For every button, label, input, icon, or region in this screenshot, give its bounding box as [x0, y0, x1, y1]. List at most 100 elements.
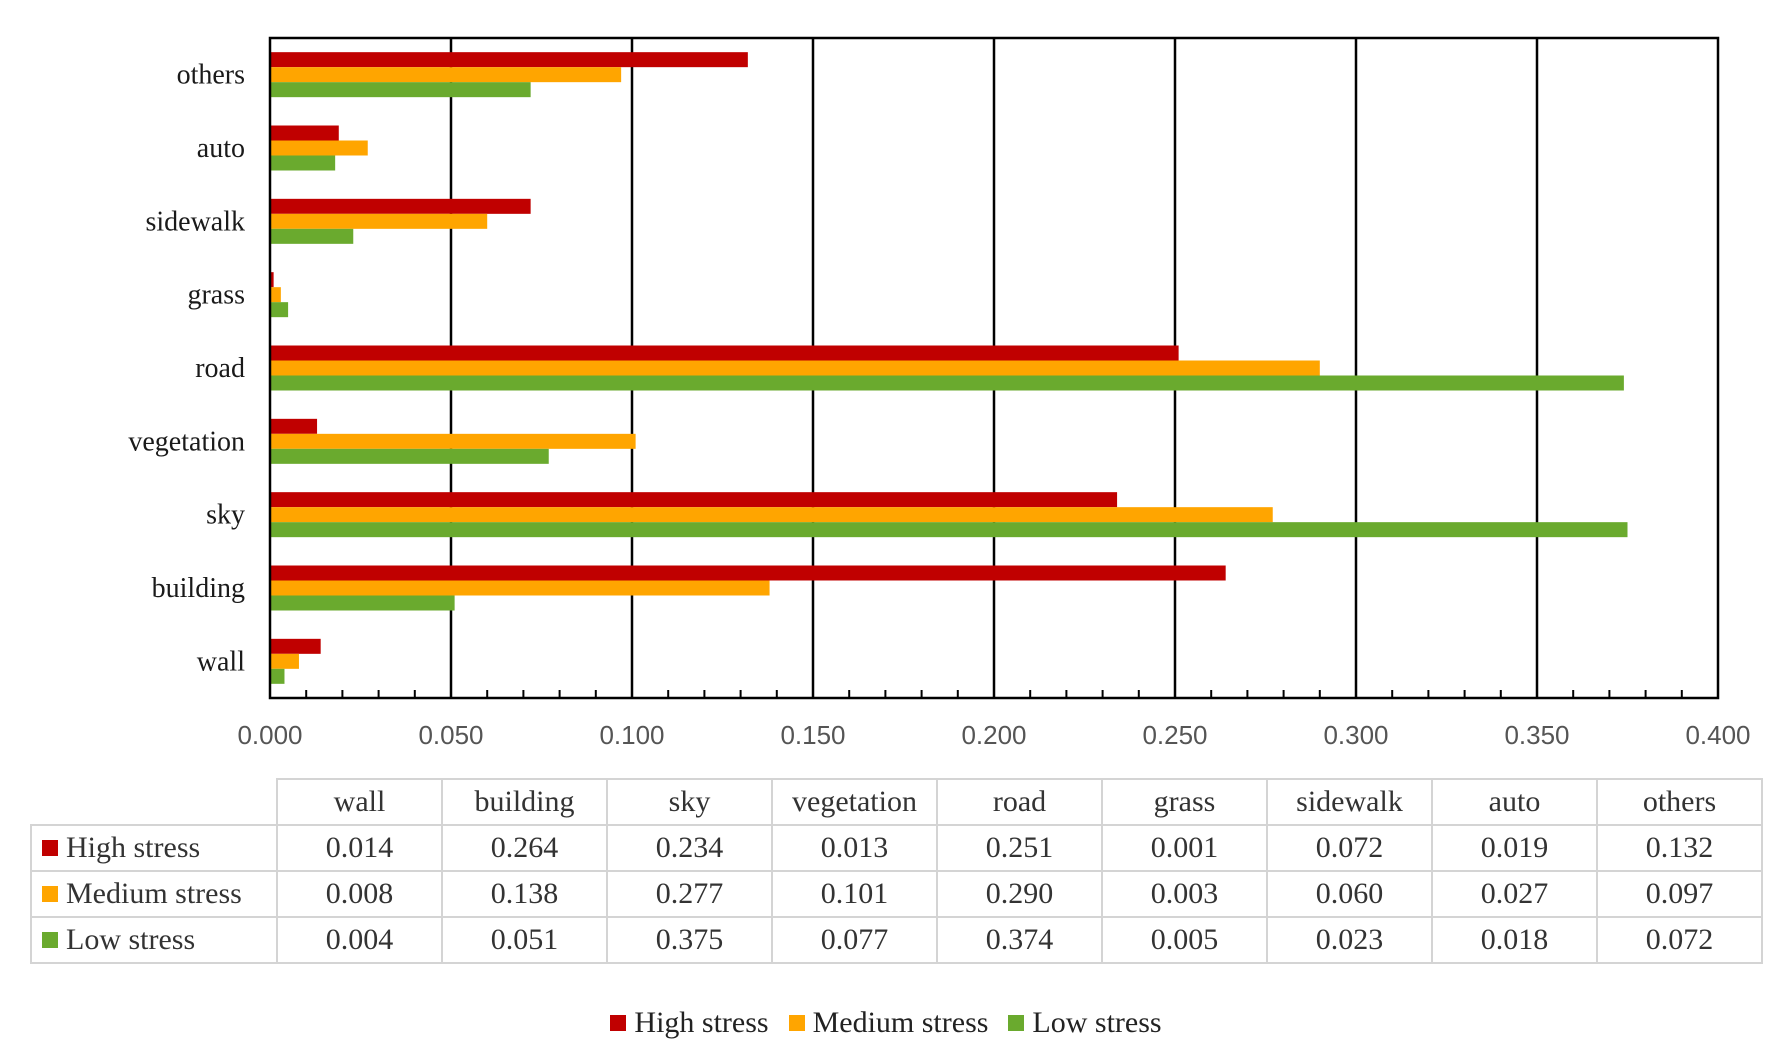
table-column-header: vegetation [771, 778, 938, 826]
series-name: High stress [66, 831, 201, 864]
table-cell: 0.132 [1596, 824, 1763, 872]
bar [270, 668, 285, 684]
table-cell: 0.101 [771, 870, 938, 918]
table-row: Medium stress 0.008 0.138 0.277 0.101 0.290 0.… [30, 870, 1763, 918]
x-tick-label: 0.200 [961, 720, 1026, 750]
table-column-header: road [936, 778, 1103, 826]
table-cell: 0.264 [441, 824, 608, 872]
bar [270, 565, 1226, 581]
table-series-label: Low stress [30, 916, 278, 964]
table-cell: 0.072 [1266, 824, 1433, 872]
bar [270, 155, 336, 171]
bar [270, 580, 770, 596]
series-name: Low stress [66, 923, 196, 956]
table-cell: 0.251 [936, 824, 1103, 872]
legend-label: Low stress [1032, 1006, 1162, 1039]
table-cell: 0.072 [1596, 916, 1763, 964]
table-cell: 0.077 [771, 916, 938, 964]
table-body: High stress 0.014 0.264 0.234 0.013 0.251 0.00… [30, 824, 1763, 964]
table-cell: 0.005 [1101, 916, 1268, 964]
bar [270, 82, 531, 98]
table-column-header: building [441, 778, 608, 826]
table-series-label: Medium stress [30, 870, 278, 918]
bar-series [270, 52, 1628, 684]
data-table: wall building sky vegetation road grass sidewa… [30, 778, 1763, 964]
table-header-row: wall building sky vegetation road grass sidewa… [31, 778, 1763, 826]
table-cell: 0.138 [441, 870, 608, 918]
category-label: vegetation [128, 426, 245, 457]
series-swatch [42, 932, 58, 949]
bar [270, 302, 289, 318]
legend-item: Medium stress [788, 1006, 989, 1040]
table-column-header: sky [606, 778, 773, 826]
legend-label: Medium stress [812, 1006, 989, 1039]
category-label: others [177, 60, 245, 91]
x-tick-label: 0.300 [1323, 720, 1388, 750]
bar-chart: wall building sky vegetation road grass sidewa… [128, 36, 1751, 750]
bar [270, 448, 549, 464]
bar [270, 228, 354, 244]
bar [270, 492, 1118, 508]
category-label: road [195, 353, 245, 384]
table-cell: 0.290 [936, 870, 1103, 918]
legend-swatch [1008, 1015, 1025, 1032]
bar [270, 287, 281, 303]
table-row: High stress 0.014 0.264 0.234 0.013 0.251 0.00… [30, 824, 1763, 872]
x-tick-label: 0.250 [1142, 720, 1207, 750]
plot-frame [268, 36, 1720, 700]
x-tick-label: 0.350 [1504, 720, 1569, 750]
category-label: building [152, 573, 245, 604]
bar [270, 345, 1179, 361]
bar [270, 638, 321, 654]
table-series-label: High stress [30, 824, 278, 872]
table-column-header: wall [276, 778, 443, 826]
bar [270, 360, 1320, 376]
x-tick-labels: 0.000 0.050 0.100 0.150 0.200 0.250 0.300 0.350… [237, 720, 1750, 750]
legend-item: High stress [610, 1006, 769, 1040]
table-cell: 0.060 [1266, 870, 1433, 918]
table-cell: 0.051 [441, 916, 608, 964]
bar [270, 140, 368, 156]
legend-swatch [610, 1015, 627, 1032]
table-corner [31, 779, 278, 826]
table-cell: 0.018 [1431, 916, 1598, 964]
bar [270, 433, 636, 449]
table-cell: 0.014 [276, 824, 443, 872]
category-label: auto [197, 133, 245, 164]
x-tick-label: 0.100 [599, 720, 664, 750]
x-tick-label: 0.050 [418, 720, 483, 750]
table-cell: 0.374 [936, 916, 1103, 964]
legend-swatch [788, 1015, 805, 1032]
bar [270, 522, 1628, 538]
category-label: grass [187, 280, 245, 311]
table-cell: 0.375 [606, 916, 773, 964]
bar [270, 198, 531, 214]
plot-border [268, 36, 1720, 700]
category-label: sidewalk [145, 206, 245, 237]
bar [270, 213, 488, 229]
table-cell: 0.001 [1101, 824, 1268, 872]
table-cell: 0.023 [1266, 916, 1433, 964]
legend: High stress Medium stress Low stress [0, 1006, 1772, 1040]
series-swatch [42, 886, 58, 903]
category-label: sky [206, 500, 245, 531]
legend-item: Low stress [1008, 1006, 1162, 1040]
table-cell: 0.234 [606, 824, 773, 872]
table-cell: 0.013 [771, 824, 938, 872]
bar [270, 52, 748, 68]
x-tick-label: 0.150 [780, 720, 845, 750]
table-cell: 0.019 [1431, 824, 1598, 872]
table-column-header: grass [1101, 778, 1268, 826]
bar [270, 507, 1273, 523]
bar [270, 272, 274, 288]
series-swatch [42, 840, 58, 857]
category-label: wall [197, 646, 245, 677]
table-cell: 0.027 [1431, 870, 1598, 918]
table-cell: 0.004 [276, 916, 443, 964]
x-tick-label: 0.400 [1685, 720, 1750, 750]
bar [270, 125, 339, 141]
bar [270, 418, 318, 434]
bar [270, 67, 622, 83]
x-tick-label: 0.000 [237, 720, 302, 750]
bar [270, 375, 1624, 391]
